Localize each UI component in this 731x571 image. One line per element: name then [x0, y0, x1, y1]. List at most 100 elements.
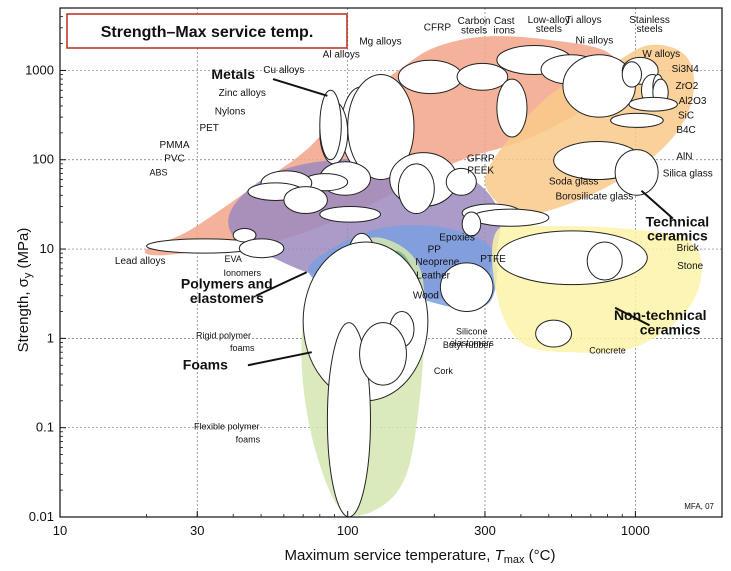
label-concrete: Concrete: [589, 345, 626, 355]
y-axis-title-unit: (MPa): [15, 228, 32, 273]
family-leader: [272, 78, 328, 97]
label-cu-alloys: Cu alloys: [263, 65, 304, 76]
label-elastomers: elastomers: [190, 290, 264, 306]
bubble-silicone-elastomers: [439, 262, 494, 312]
bubble-carbon-steels: [456, 62, 509, 91]
label-nylons: Nylons: [215, 107, 246, 118]
bubble-ptfe: [461, 211, 482, 237]
y-axis-title: Strength, σy (MPa): [15, 228, 34, 353]
bubble-ionomers: [238, 238, 285, 259]
x-tick-label: 1000: [621, 523, 650, 538]
label-al2o3: Al2O3: [679, 96, 707, 107]
y-tick-label: 100: [32, 152, 54, 167]
bubble-zinc-alloys: [319, 89, 342, 161]
label-cork: Cork: [434, 366, 454, 376]
label-si3n4: Si3N4: [672, 64, 700, 75]
label-pp: PP: [428, 244, 442, 255]
label-stone: Stone: [677, 261, 704, 272]
label-gfrp: GFRP: [467, 153, 495, 164]
bubble-cast-irons: [496, 78, 528, 138]
bubble-cork: [359, 322, 407, 386]
label-cfrp: CFRP: [424, 22, 452, 33]
label-mg-alloys: Mg alloys: [359, 37, 401, 48]
label-lead-alloys: Lead alloys: [115, 256, 166, 267]
label-cast: Cast: [494, 16, 515, 27]
bubble-sic: [628, 96, 678, 112]
y-axis-title-main: Strength, σ: [15, 277, 32, 352]
family-leader: [247, 351, 312, 367]
label-ionomers: Ionomers: [223, 268, 261, 278]
label-foams: foams: [236, 435, 261, 445]
label-al-alloys: Al alloys: [323, 49, 360, 60]
y-tick-label: 0.01: [29, 509, 54, 524]
bubble-b4c: [610, 112, 664, 128]
y-axis-title-sub: y: [22, 272, 34, 278]
label-ni-alloys: Ni alloys: [575, 36, 613, 47]
label-zro2: ZrO2: [675, 81, 698, 92]
label-silicone: Silicone: [456, 327, 488, 337]
x-tick-label: 300: [474, 523, 496, 538]
bubble-borosilicate-glass: [471, 208, 550, 227]
label-foams: foams: [230, 343, 255, 353]
label-ceramics: ceramics: [640, 322, 701, 338]
label-stainless: Stainless: [629, 15, 670, 26]
bubble-stone: [586, 241, 623, 281]
y-tick-label: 1000: [25, 62, 54, 77]
label-ceramics: ceramics: [647, 227, 708, 243]
bubble-cfrp: [397, 59, 463, 95]
x-tick-label: 100: [337, 523, 359, 538]
family-leader: [614, 306, 651, 327]
chart-title: Strength–Max service temp.: [101, 24, 314, 41]
x-axis-title-main: Maximum service temperature,: [284, 547, 490, 564]
label-ptfe: PTFE: [480, 254, 506, 265]
credit-text: MFA, 07: [684, 502, 714, 511]
bubble-pp: [319, 205, 381, 223]
label-flexible-polymer: Flexible polymer: [194, 422, 260, 432]
bubble-peek: [445, 167, 477, 196]
label-peek: PEEK: [467, 166, 494, 177]
bubble-silica-glass: [614, 149, 659, 196]
label-pmma: PMMA: [159, 140, 189, 151]
label-borosilicate-glass: Borosilicate glass: [555, 191, 633, 202]
label-pet: PET: [199, 123, 218, 134]
x-axis-title: Maximum service temperature, Tmax (°C): [284, 547, 555, 566]
label-abs: ABS: [150, 167, 168, 177]
label-metals: Metals: [211, 66, 255, 82]
x-tick-label: 30: [190, 523, 204, 538]
label-pvc: PVC: [164, 154, 185, 165]
x-axis-title-sub: max: [504, 554, 525, 566]
bubble-w-alloys: [621, 61, 642, 88]
bubble-brick: [496, 230, 648, 286]
label-neoprene: Neoprene: [415, 257, 459, 268]
label-foams: Foams: [183, 356, 228, 372]
x-tick-label: 10: [53, 523, 67, 538]
label-ti-alloys: Ti alloys: [565, 15, 601, 26]
label-w-alloys: W alloys: [642, 49, 680, 60]
label-elastomers: elastomers: [450, 338, 495, 348]
label-zinc-alloys: Zinc alloys: [219, 88, 266, 99]
bubble-concrete: [535, 319, 573, 348]
label-technical: Technical: [646, 213, 710, 229]
label-steels: steels: [461, 25, 487, 36]
axes: 10 30 100 300 1000 0.01 0.1 1 10 100 1000: [25, 7, 723, 538]
family-leader: [255, 271, 308, 297]
label-b4c: B4C: [676, 125, 695, 136]
leader-lines: [247, 78, 674, 367]
label-steels: steels: [536, 24, 562, 35]
title-box: Strength–Max service temp.: [66, 13, 348, 49]
label-irons: irons: [493, 25, 515, 36]
label-non-technical: Non-technical: [614, 307, 707, 323]
label-soda-glass: Soda glass: [549, 176, 598, 187]
x-axis-title-var: T: [495, 547, 506, 564]
y-tick-label: 0.1: [36, 420, 54, 435]
label-epoxies: Epoxies: [439, 232, 475, 243]
label-silica-glass: Silica glass: [663, 168, 713, 179]
label-wood: Wood: [413, 290, 439, 301]
family-leader: [640, 189, 674, 220]
bubble-abs: [283, 186, 328, 215]
y-tick-label: 10: [40, 241, 54, 256]
label-low-alloy: Low-alloy: [528, 15, 570, 26]
label-aln: AlN: [676, 152, 692, 163]
